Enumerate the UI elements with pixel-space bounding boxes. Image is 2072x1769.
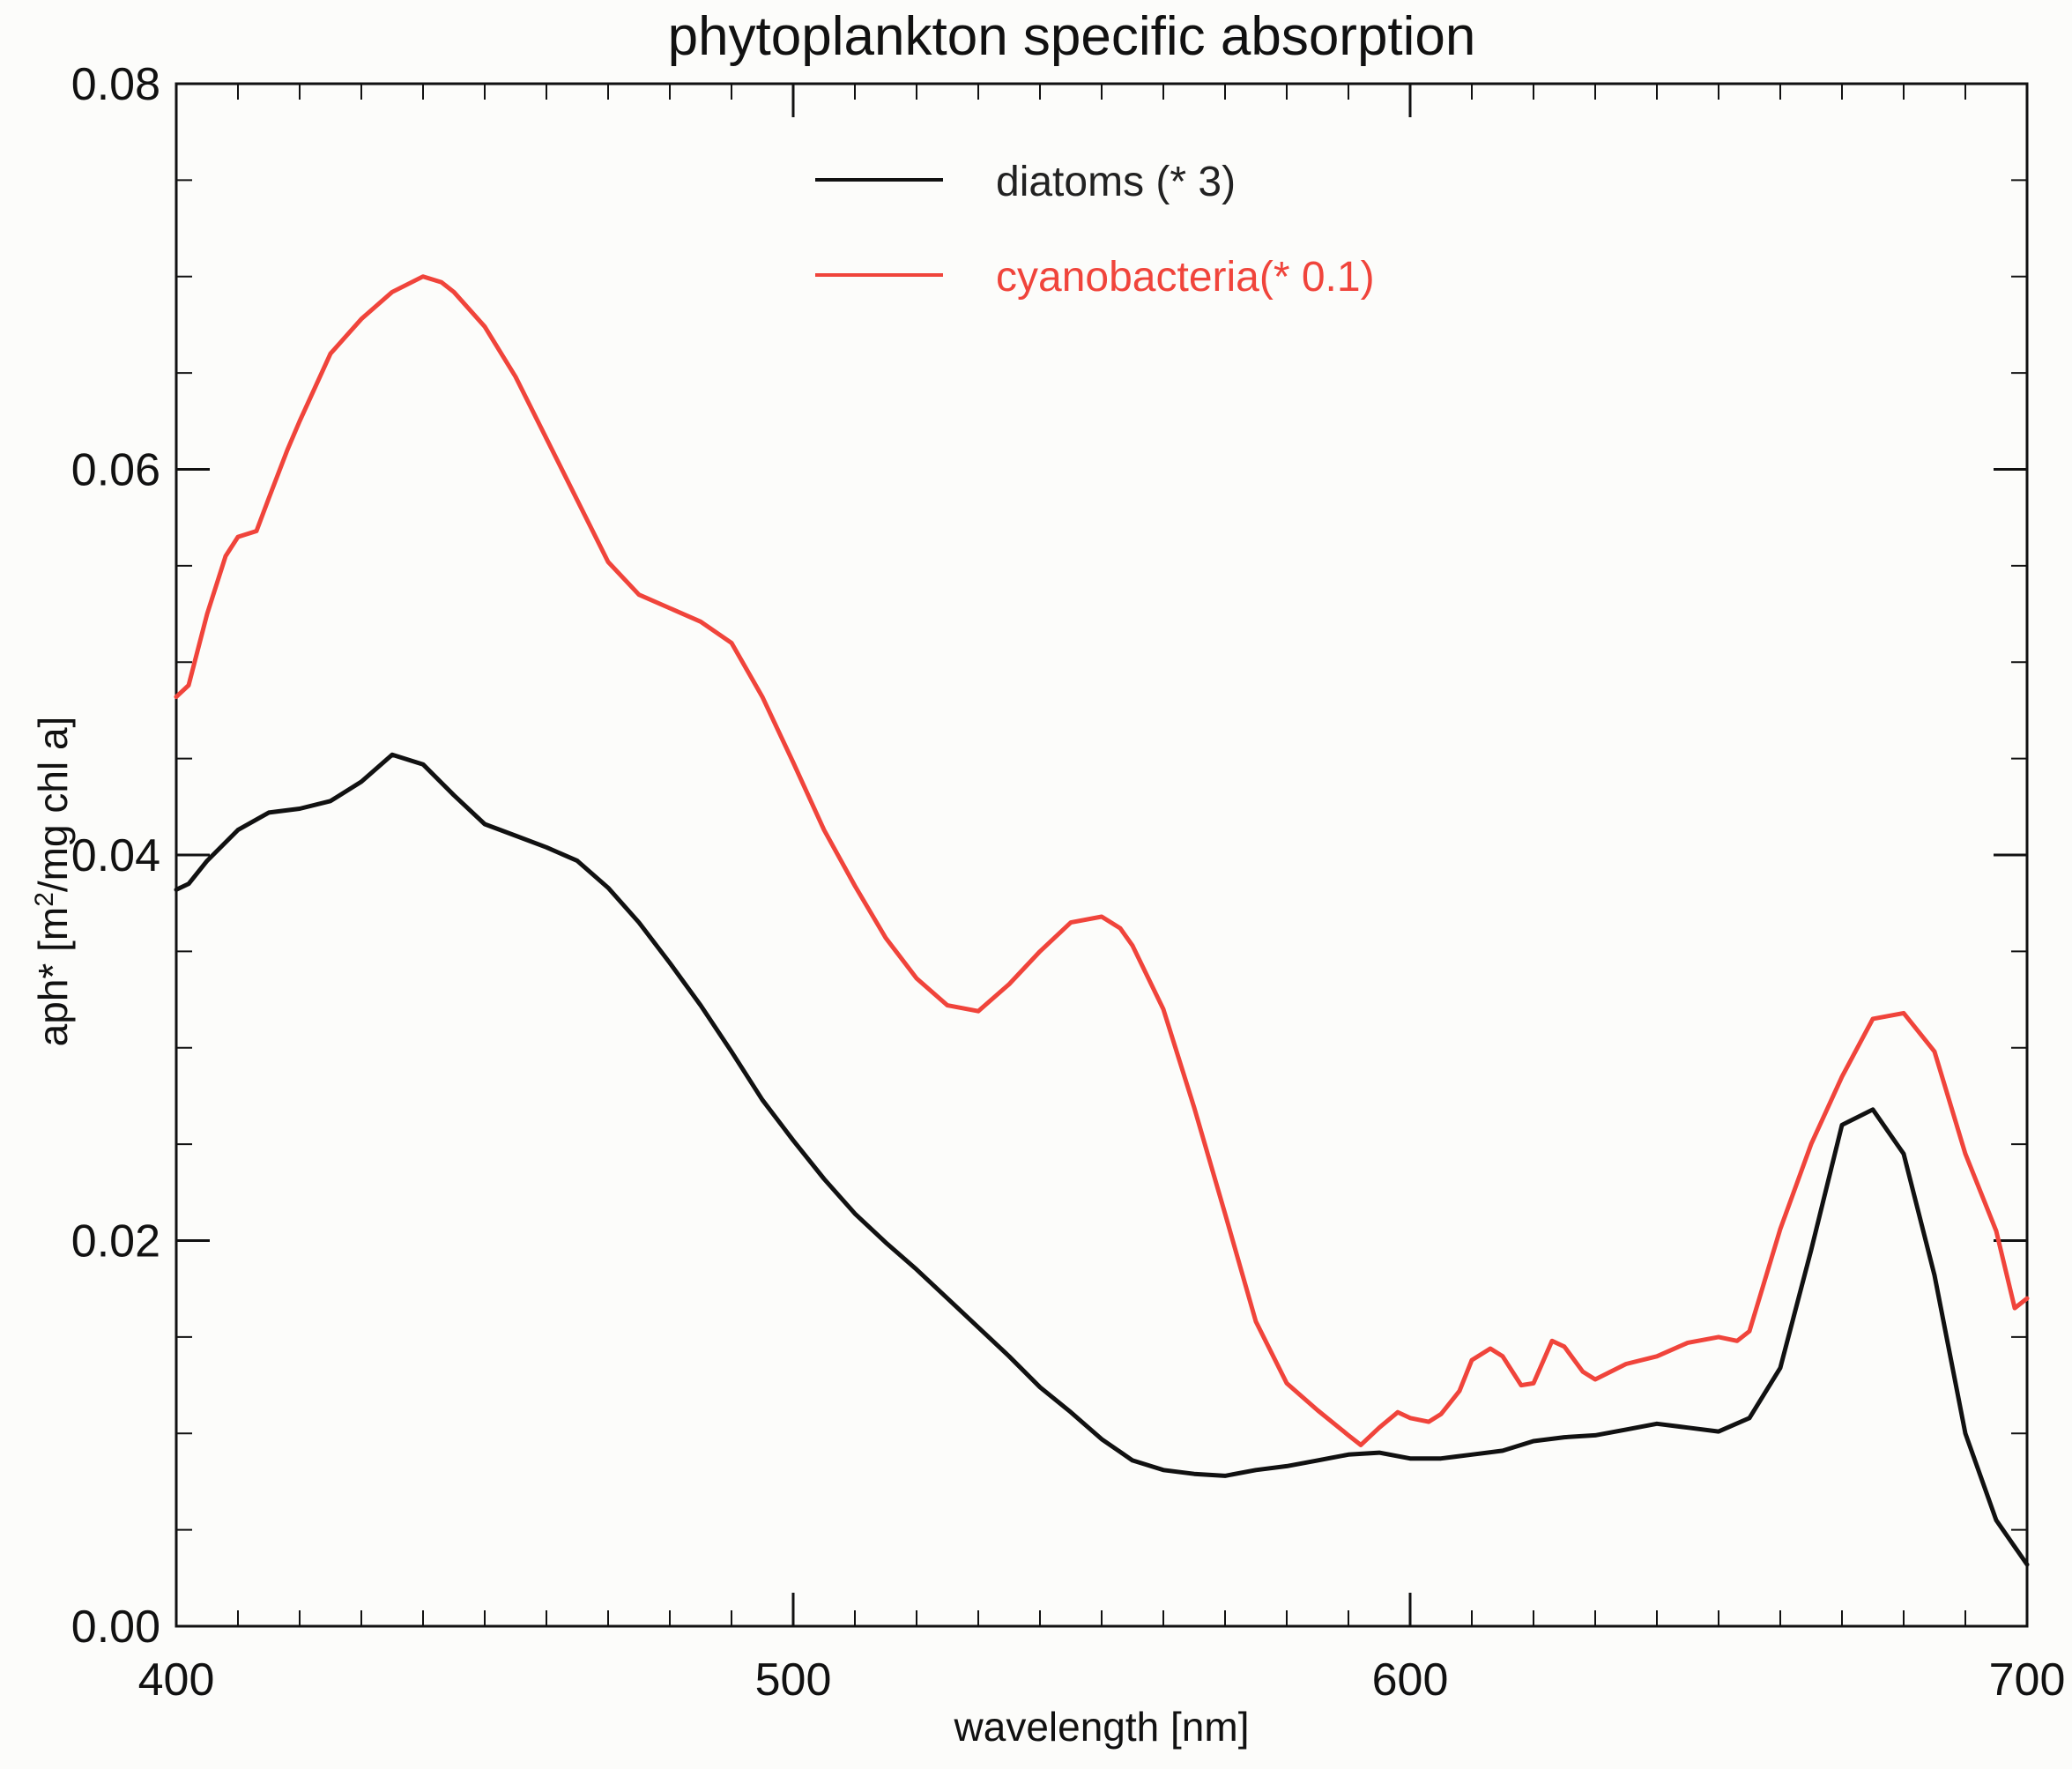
- chart-title: phytoplankton specific absorption: [668, 6, 1476, 67]
- y-tick-label: 0.00: [71, 1602, 160, 1653]
- y-tick-labels: 0.00 0.02 0.04 0.06 0.08: [71, 59, 160, 1653]
- series-lines: [174, 274, 2030, 1567]
- y-tick-label: 0.04: [71, 830, 160, 881]
- x-tick-label: 500: [755, 1654, 832, 1706]
- plot-frame: [175, 82, 2029, 1628]
- y-tick-label: 0.08: [71, 59, 160, 110]
- series-line-diatoms: [174, 752, 2030, 1567]
- series-line-cyanobacteria: [174, 274, 2030, 1447]
- x-tick-label: 400: [138, 1654, 215, 1706]
- minor-ticks: [175, 83, 2028, 1627]
- legend: diatoms (* 3) cyanobacteria(* 0.1): [815, 159, 1375, 301]
- legend-label-diatoms: diatoms (* 3): [996, 159, 1236, 205]
- x-axis-label: wavelength [nm]: [954, 1704, 1250, 1750]
- x-tick-labels: 400 500 600 700: [138, 1654, 2066, 1706]
- y-axis-label-main: aph* [m: [30, 907, 76, 1047]
- y-axis-label-sup: 2: [30, 892, 59, 907]
- x-tick-label: 700: [1989, 1654, 2066, 1706]
- major-ticks: [175, 82, 2029, 1628]
- y-tick-label: 0.06: [71, 445, 160, 496]
- x-tick-label: 600: [1372, 1654, 1449, 1706]
- legend-label-cyanobacteria: cyanobacteria(* 0.1): [996, 254, 1375, 301]
- y-axis-label: aph* [m2/mg chl a]: [30, 717, 76, 1047]
- y-axis-label-unit: /mg chl a]: [30, 717, 76, 892]
- y-tick-label: 0.02: [71, 1216, 160, 1267]
